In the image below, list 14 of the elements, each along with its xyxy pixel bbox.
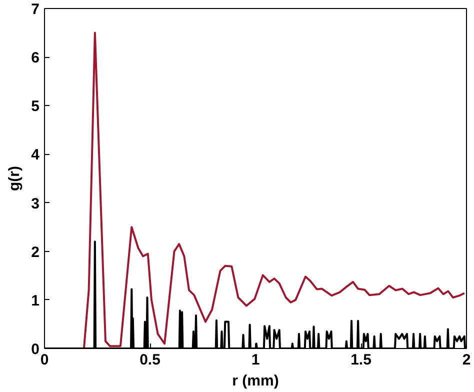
y-tick-label: 5 [31, 98, 40, 116]
y-tick-label: 3 [31, 195, 40, 212]
y-axis-title: g(r) [6, 166, 24, 191]
x-tick-label: 1.5 [350, 352, 372, 368]
y-tick-label: 1 [31, 292, 40, 310]
x-axis-title: r (mm) [232, 372, 279, 390]
x-tick-label: 0.5 [140, 352, 160, 368]
y-tick-label: 7 [31, 1, 40, 18]
x-tick-label: 2 [462, 352, 471, 368]
y-tick-label: 0 [31, 341, 40, 358]
y-tick-label: 6 [31, 50, 40, 67]
x-tick-label: 1 [251, 352, 260, 368]
y-tick-label: 2 [31, 244, 40, 261]
y-tick-label: 4 [31, 146, 40, 164]
